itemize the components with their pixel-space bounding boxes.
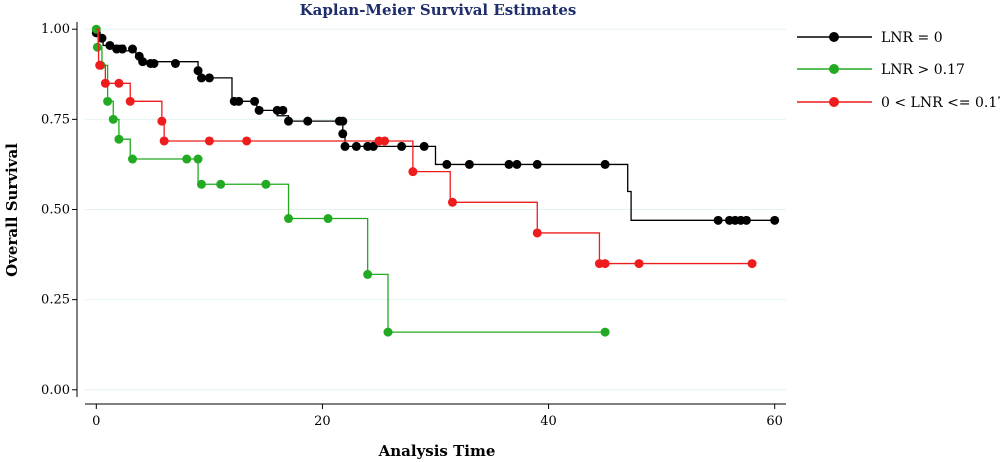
x-tick-label: 0 [92, 414, 100, 429]
censor-marker [368, 141, 378, 151]
censor-marker [741, 215, 751, 225]
censor-marker [92, 42, 102, 52]
series-1 [91, 24, 610, 337]
legend-item-2: 0 < LNR <= 0.17 [797, 95, 1000, 111]
censor-marker [504, 159, 514, 169]
censor-marker [196, 179, 206, 189]
censor-marker [338, 129, 348, 139]
censor-marker [159, 136, 169, 146]
censor-marker [600, 327, 610, 337]
censor-marker [284, 214, 294, 224]
y-tick-label: 0.00 [41, 383, 70, 398]
censor-marker [338, 116, 348, 126]
censor-marker [770, 215, 780, 225]
censor-marker [127, 154, 137, 164]
censor-marker [600, 159, 610, 169]
grid [85, 28, 786, 391]
legend-label: LNR > 0.17 [881, 62, 965, 78]
censor-marker [713, 215, 723, 225]
censor-marker [170, 58, 180, 68]
x-axis-label: Analysis Time [378, 442, 496, 460]
censor-marker [182, 154, 192, 164]
censor-marker [351, 141, 361, 151]
censor-marker [323, 214, 333, 224]
censor-marker [747, 259, 757, 269]
censor-marker [363, 269, 373, 279]
censor-marker [634, 259, 644, 269]
censor-marker [261, 179, 271, 189]
legend-swatch-marker [829, 64, 839, 74]
censor-marker [157, 116, 167, 126]
censor-marker [278, 105, 288, 115]
censor-marker [108, 114, 118, 124]
legend-label: LNR = 0 [881, 30, 943, 46]
censor-marker [383, 327, 393, 337]
censor-marker [408, 167, 418, 177]
legend-swatch-marker [829, 32, 839, 42]
y-tick-label: 0.25 [41, 293, 70, 308]
legend-item-0: LNR = 0 [797, 30, 943, 46]
censor-marker [117, 44, 127, 54]
censor-marker [250, 96, 260, 106]
chart-title: Kaplan-Meier Survival Estimates [300, 1, 577, 19]
legend: LNR = 0 LNR > 0.17 0 < LNR <= 0.17 [797, 30, 1000, 111]
axis-ticks: 0.00 0.25 0.50 0.75 1.00 0 20 40 60 [41, 22, 783, 429]
series-0 [91, 28, 780, 225]
censor-marker [419, 141, 429, 151]
censor-marker [254, 105, 264, 115]
censor-marker [149, 58, 159, 68]
censor-marker [242, 136, 252, 146]
censor-marker [442, 159, 452, 169]
censor-marker [193, 154, 203, 164]
survival-step-line [96, 28, 606, 333]
censor-marker [204, 73, 214, 83]
censor-marker [532, 228, 542, 238]
y-tick-label: 0.50 [41, 203, 70, 218]
censor-marker [447, 197, 457, 207]
censor-marker [464, 159, 474, 169]
survival-step-line [96, 28, 775, 221]
censor-marker [103, 96, 113, 106]
y-axis-label: Overall Survival [3, 143, 21, 277]
censor-marker [138, 57, 148, 67]
censor-marker [600, 259, 610, 269]
censor-marker [397, 141, 407, 151]
series-layer [91, 24, 780, 337]
censor-marker [204, 136, 214, 146]
series-2 [95, 28, 757, 269]
censor-marker [532, 159, 542, 169]
censor-marker [380, 136, 390, 146]
censor-marker [125, 96, 135, 106]
y-tick-label: 1.00 [41, 22, 70, 37]
censor-marker [196, 73, 206, 83]
legend-item-1: LNR > 0.17 [797, 62, 965, 78]
x-tick-label: 20 [314, 414, 331, 429]
x-tick-label: 60 [766, 414, 783, 429]
x-tick-label: 40 [540, 414, 557, 429]
censor-marker [193, 66, 203, 76]
censor-marker [234, 96, 244, 106]
legend-swatch-marker [829, 97, 839, 107]
censor-marker [340, 141, 350, 151]
legend-label: 0 < LNR <= 0.17 [881, 95, 1000, 111]
censor-marker [114, 134, 124, 144]
censor-marker [114, 78, 124, 88]
y-tick-label: 0.75 [41, 112, 70, 127]
censor-marker [95, 60, 105, 70]
censor-marker [127, 44, 137, 54]
censor-marker [97, 33, 107, 43]
censor-marker [216, 179, 226, 189]
censor-marker [105, 40, 115, 50]
censor-marker [284, 116, 294, 126]
censor-marker [303, 116, 313, 126]
censor-marker [512, 159, 522, 169]
censor-marker [100, 78, 110, 88]
